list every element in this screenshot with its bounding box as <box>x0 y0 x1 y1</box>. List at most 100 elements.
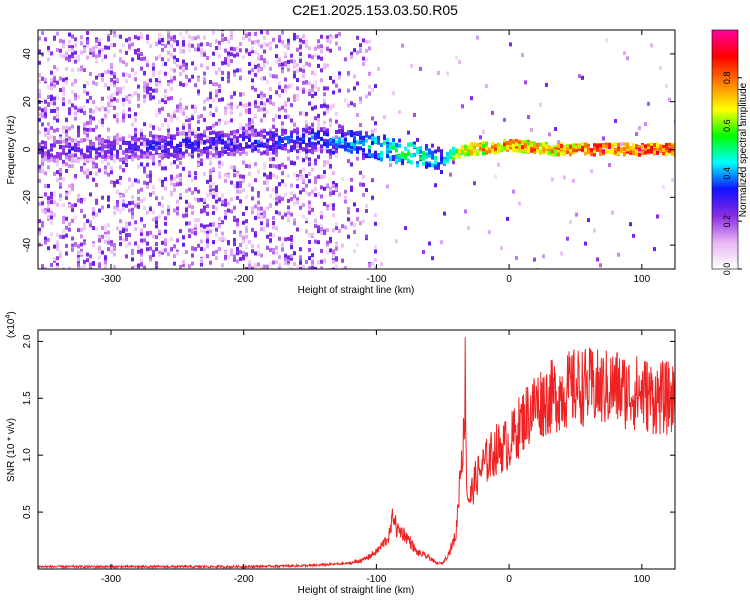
spectrogram-cell <box>374 221 377 226</box>
spectrogram-cell <box>62 54 65 59</box>
spectrogram-cell <box>116 267 119 269</box>
spectrogram-cell <box>533 147 536 152</box>
spectrogram-cell <box>251 125 254 130</box>
spectrogram-cell <box>179 31 182 36</box>
spectrogram-cell <box>509 141 512 145</box>
spectrogram-cell <box>104 227 107 232</box>
spectrogram-cell <box>38 150 41 155</box>
spectrogram-cell <box>287 236 290 241</box>
spectrogram-cell <box>47 165 50 170</box>
spectrogram-cell <box>50 210 53 215</box>
x-tick-label: -100 <box>366 574 386 585</box>
spectrogram-cell <box>137 164 140 169</box>
spectrogram-cell <box>401 156 404 161</box>
spectrogram-cell <box>308 137 311 142</box>
spectrogram-cell <box>335 264 338 269</box>
spectrogram-cell <box>200 136 203 141</box>
spectrogram-cell <box>185 208 188 213</box>
spectrogram-cell <box>188 144 191 149</box>
spectrogram-cell <box>92 261 95 265</box>
spectrogram-cell <box>179 154 182 159</box>
spectrogram-cell <box>212 252 215 257</box>
spectrogram-cell <box>311 87 314 92</box>
spectrogram-cell <box>314 218 317 223</box>
spectrogram-cell <box>242 92 245 96</box>
spectrogram-cell <box>386 150 389 155</box>
colorbar-tick-label: 0.2 <box>722 215 732 228</box>
spectrogram-cell <box>287 149 290 154</box>
spectrogram-cell <box>50 232 53 237</box>
spectrogram-cell <box>176 40 179 45</box>
spectrogram-cell <box>599 145 602 150</box>
spectrogram-cell <box>350 130 353 134</box>
spectrogram-cell <box>203 208 206 213</box>
spectrogram-cell <box>365 188 368 193</box>
spectrogram-cell <box>374 245 377 249</box>
spectrogram-cell <box>131 57 134 62</box>
spectrogram-cell <box>221 193 224 198</box>
spectrogram-cell <box>665 148 668 153</box>
spectrogram-cell <box>440 156 443 161</box>
spectrogram-cell <box>164 144 167 149</box>
spectrogram-cell <box>197 218 200 223</box>
spectrogram-cell <box>272 74 275 79</box>
spectrogram-cell <box>80 227 83 232</box>
spectrogram-cell <box>266 181 269 186</box>
spectrogram-cell <box>500 145 503 150</box>
spectrogram-cell <box>92 226 95 230</box>
spectrogram-cell <box>248 183 251 188</box>
spectrogram-cell <box>167 207 170 212</box>
spectrogram-cell <box>104 239 107 244</box>
spectrogram-cell <box>44 144 47 149</box>
spectrogram-cell <box>95 162 98 167</box>
spectrogram-cell <box>179 50 182 54</box>
spectrogram-cell <box>566 150 569 154</box>
spectrogram-cell <box>314 135 317 140</box>
spectrogram-cell <box>335 140 338 144</box>
spectrogram-cell <box>59 197 62 202</box>
spectrogram-cell <box>149 92 152 97</box>
spectrogram-cell <box>173 38 176 43</box>
spectrogram-cell <box>44 236 47 241</box>
spectrogram-cell <box>362 174 365 179</box>
spectrogram-cell <box>227 146 230 151</box>
spectrogram-cell <box>230 134 233 139</box>
spectrogram-cell <box>239 126 242 131</box>
spectrogram-cell <box>506 146 509 151</box>
spectrogram-cell <box>110 65 113 70</box>
spectrogram-cell <box>206 97 209 102</box>
spectrogram-cell <box>47 196 50 201</box>
spectrogram-cell <box>494 143 497 148</box>
spectrogram-cell <box>302 127 305 132</box>
spectrogram-cell <box>251 244 254 249</box>
spectrogram-cell <box>116 118 119 123</box>
spectrogram-cell <box>287 38 290 43</box>
spectrogram-cell <box>425 144 428 149</box>
spectrogram-cell <box>389 142 392 147</box>
spectrogram-cell <box>470 96 473 101</box>
spectrogram-cell <box>272 221 275 225</box>
spectrogram-cell <box>158 214 161 219</box>
spectrogram-cell <box>341 267 344 269</box>
spectrogram-cell <box>167 112 170 117</box>
spectrogram-cell <box>641 151 644 155</box>
spectrogram-cell <box>107 195 110 200</box>
spectrogram-cell <box>206 239 209 244</box>
spectrogram-cell <box>77 266 80 269</box>
spectrogram-cell <box>161 195 164 200</box>
spectrogram-cell <box>245 131 248 136</box>
spectrogram-cell <box>467 226 470 230</box>
spectrogram-cell <box>239 122 242 127</box>
spectrogram-cell <box>56 139 59 144</box>
spectrogram-cell <box>68 204 71 209</box>
spectrogram-cell <box>92 164 95 169</box>
spectrogram-cell <box>434 155 437 160</box>
spectrogram-cell <box>206 139 209 144</box>
spectrogram-cell <box>260 67 263 72</box>
spectrogram-cell <box>278 34 281 39</box>
spectrogram-cell <box>479 135 482 140</box>
spectrogram-cell <box>257 244 260 249</box>
spectrogram-cell <box>491 148 494 153</box>
spectrogram-cell <box>314 266 317 269</box>
spectrogram-cell <box>89 139 92 144</box>
